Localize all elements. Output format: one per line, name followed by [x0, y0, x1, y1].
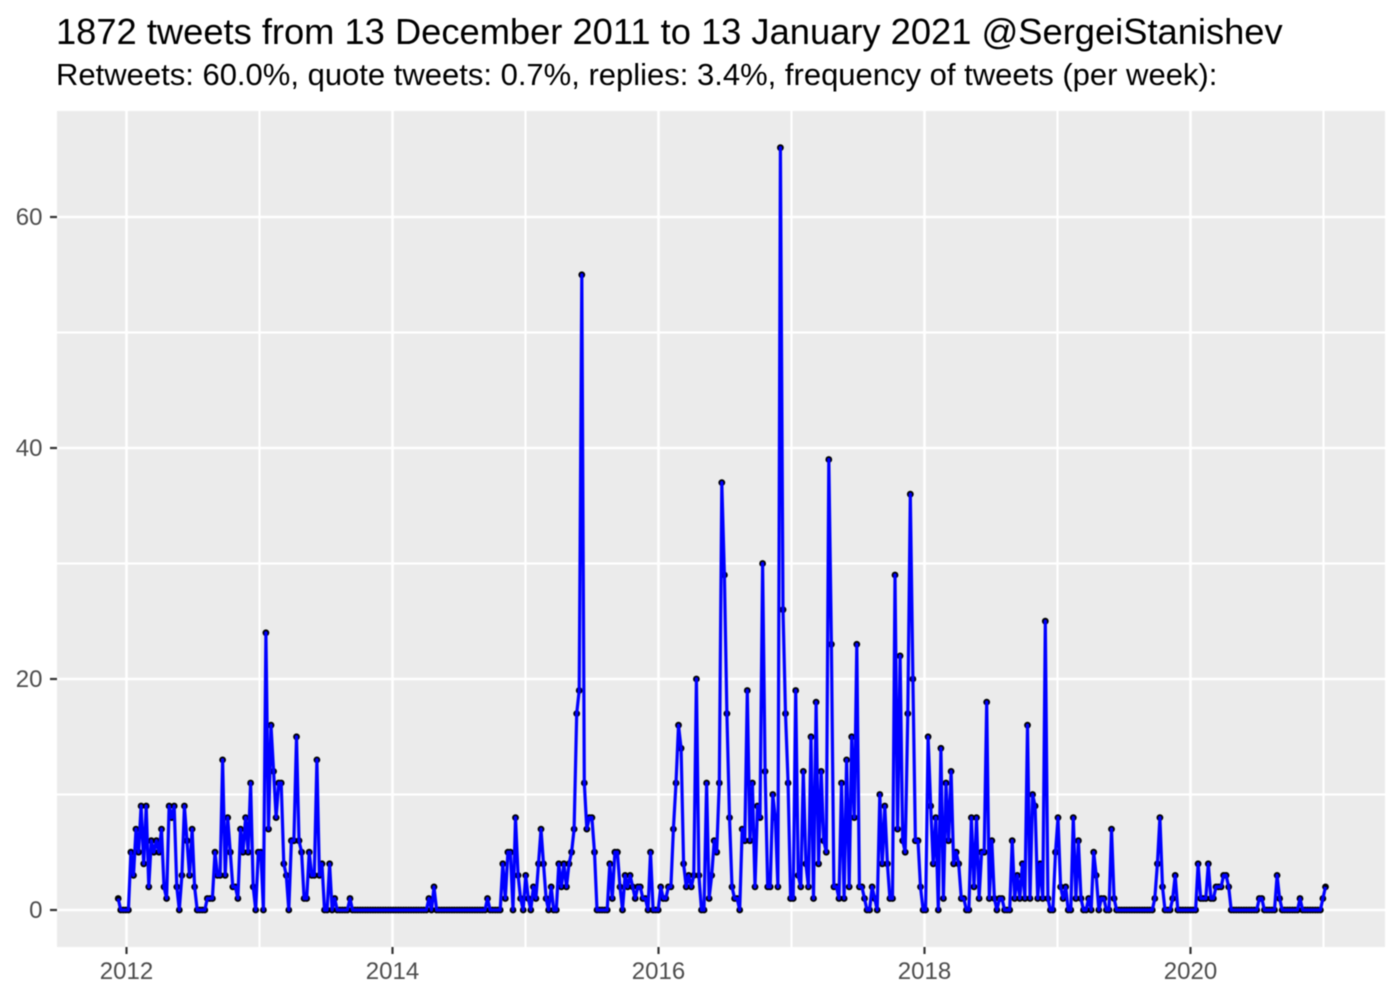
- svg-text:2014: 2014: [366, 958, 419, 985]
- svg-text:2018: 2018: [898, 958, 951, 985]
- svg-text:1872 tweets from 13 December 2: 1872 tweets from 13 December 2011 to 13 …: [56, 11, 1283, 52]
- svg-text:0: 0: [29, 897, 42, 924]
- svg-text:20: 20: [16, 666, 43, 693]
- svg-text:40: 40: [16, 435, 43, 462]
- svg-text:Retweets: 60.0%, quote tweets:: Retweets: 60.0%, quote tweets: 0.7%, rep…: [56, 57, 1217, 92]
- svg-text:2012: 2012: [100, 958, 153, 985]
- svg-text:2016: 2016: [632, 958, 685, 985]
- svg-text:2020: 2020: [1164, 958, 1217, 985]
- svg-text:60: 60: [16, 204, 43, 231]
